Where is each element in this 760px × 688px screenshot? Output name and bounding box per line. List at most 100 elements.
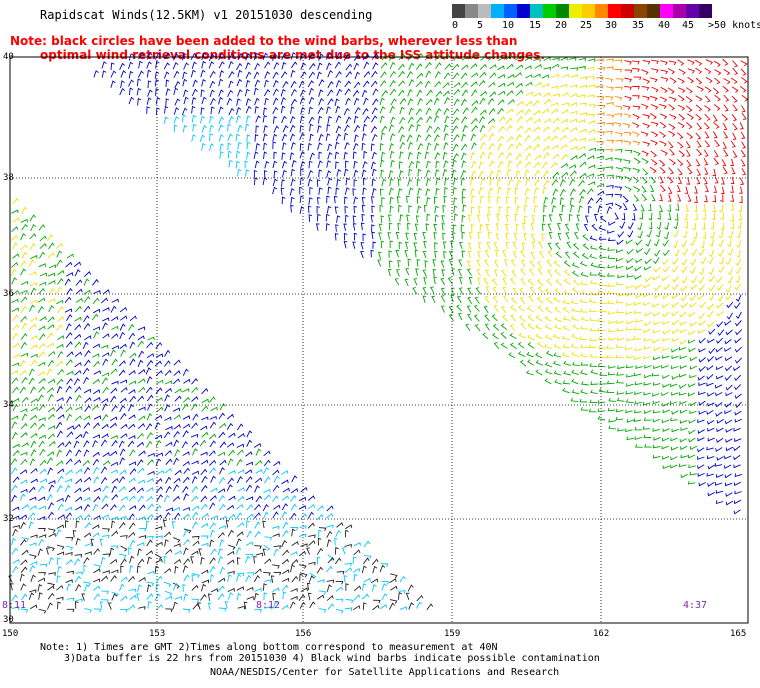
wind-barb [441,223,446,231]
wind-barb [83,532,92,538]
wind-barb [65,545,74,551]
wind-barb [253,512,261,519]
wind-barb [651,193,656,202]
wind-barb [615,86,623,91]
wind-barb [442,82,450,89]
wind-barb [308,71,316,79]
wind-barb [227,587,235,593]
wind-barb [102,307,110,312]
wind-barb [578,179,585,187]
wind-barb [687,59,695,65]
wind-barb [635,248,644,254]
wind-barb [300,543,308,547]
wind-barb [335,125,342,134]
wind-barb [56,397,64,402]
wind-barb [20,458,28,466]
wind-barb [699,267,705,276]
wind-barb [363,115,370,123]
wind-barb [467,251,472,259]
wind-barb [453,81,461,88]
wind-barb [254,485,260,493]
wind-barb [477,251,481,259]
wind-barb [589,327,598,332]
wind-barb [227,529,234,537]
wind-barb [165,476,172,484]
wind-barb [38,505,46,510]
wind-barb [164,450,172,457]
wind-barb [569,137,577,143]
wind-barb [623,131,632,136]
wind-barb [64,478,73,483]
wind-barb [362,602,367,610]
wind-barb [399,141,406,150]
wind-barb [524,161,532,168]
wind-barb [128,323,135,331]
wind-barb [561,91,569,97]
wind-barb [724,347,732,352]
wind-barb [721,177,725,185]
wind-barb [309,123,314,132]
wind-barb [236,443,245,448]
wind-barb [11,547,19,555]
wind-barb [237,69,243,78]
wind-barb [644,276,652,283]
wind-barb [405,268,410,276]
wind-barb [626,419,635,423]
wind-barb [48,298,56,303]
wind-barb [182,124,188,133]
wind-barb [380,151,386,160]
wind-barb [422,295,427,304]
wind-barb [272,186,278,195]
wind-barb [713,157,720,166]
wind-barb [74,341,82,348]
wind-barb [725,257,732,266]
wind-barb [688,429,696,435]
wind-barb [672,240,678,249]
wind-barb [713,60,721,67]
wind-barb [137,97,142,106]
wind-barb [496,178,502,187]
wind-barb [379,159,385,168]
wind-barb [489,91,497,98]
wind-barb [146,584,152,592]
wind-barb [38,305,45,314]
wind-barb [21,376,28,384]
wind-barb [498,160,504,168]
wind-barb [57,442,65,448]
wind-barb [528,268,535,276]
wind-barb [191,521,198,529]
wind-barb [110,395,117,403]
wind-barb [495,249,499,258]
wind-barb [47,406,55,413]
wind-barb [102,528,110,532]
wind-barb [671,410,679,415]
wind-barb [662,321,670,325]
wind-barb [191,470,199,475]
wind-barb [182,78,188,87]
wind-barb [299,143,304,151]
wind-barb [327,177,333,186]
wind-barb [379,80,387,87]
wind-barb [590,369,599,375]
wind-barb [698,410,706,415]
wind-barb [432,268,437,277]
wind-barb [74,558,81,566]
wind-barb [289,152,295,160]
wind-barb [679,463,687,468]
wind-barb [137,459,144,466]
wind-barb [432,259,437,267]
wind-barb [191,598,200,603]
wind-barb [706,382,714,387]
wind-barb [387,269,392,277]
wind-barb [561,171,569,178]
wind-barb [634,266,642,272]
wind-barb [147,89,153,97]
wind-barb [685,96,693,103]
wind-barb [316,205,320,214]
wind-barb [307,495,316,501]
wind-barb [550,135,558,142]
wind-barb [730,140,736,148]
wind-barb [493,341,500,350]
wind-barb [616,309,625,313]
wind-barb [56,421,63,429]
